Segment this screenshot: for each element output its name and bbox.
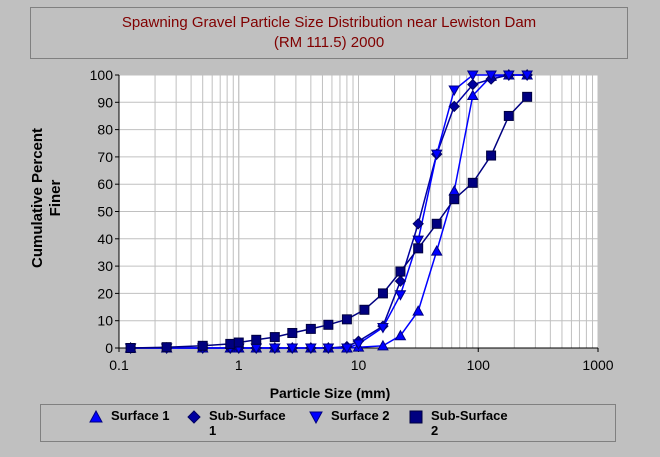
legend-label-sub-surface-1-line-1: Sub-Surface <box>209 408 286 423</box>
sub-surface-2-point <box>287 327 298 338</box>
y-tick-label: 70 <box>97 149 113 165</box>
sub-surface-2-point <box>377 288 388 299</box>
x-tick-label: 100 <box>467 357 491 373</box>
surface-2-point <box>521 70 533 82</box>
sub-surface-2-point <box>305 323 316 334</box>
sub-surface-1-point <box>448 100 460 113</box>
diamond-icon <box>187 410 201 424</box>
surface-2-point <box>394 290 407 301</box>
sub-surface-2-point <box>522 91 533 102</box>
sub-surface-2-point <box>395 266 406 277</box>
triangle-up-icon <box>89 410 103 423</box>
surface-1-point <box>394 329 407 341</box>
y-axis-label-line-1: Cumulative Percent <box>29 128 46 268</box>
legend-label-sub-surface-2-line-2: 2 <box>431 423 439 438</box>
sub-surface-1-point <box>394 275 407 287</box>
x-tick-label: 1000 <box>582 357 613 373</box>
surface-1-point <box>412 305 425 316</box>
surface-2-point <box>412 235 425 247</box>
surface-2-point <box>430 149 443 161</box>
sub-surface-2-point <box>503 110 514 121</box>
y-tick-label: 50 <box>97 204 113 220</box>
legend: Surface 1 Sub-Surface 1 Surface 2 Sub-Su… <box>40 404 616 442</box>
chart-title-line-1: Spawning Gravel Particle Size Distributi… <box>121 14 537 31</box>
legend-label-surface-2: Surface 2 <box>331 408 390 423</box>
y-tick-label: 90 <box>97 94 113 110</box>
x-tick-label: 10 <box>351 357 367 373</box>
surface-2-point <box>341 343 353 355</box>
surface-1-point <box>430 245 443 256</box>
y-axis-label-line-2: Finer <box>47 180 64 217</box>
y-tick-label: 10 <box>97 313 113 329</box>
y-axis-label-wrap: Cumulative Percent Finer <box>0 98 80 298</box>
y-tick-label: 100 <box>90 67 114 83</box>
surface-2-point <box>304 343 317 355</box>
y-tick-label: 40 <box>97 231 113 247</box>
sub-surface-1-point <box>412 218 424 230</box>
surface-2-point <box>268 343 281 355</box>
x-tick-label: 1 <box>235 357 243 373</box>
x-axis-label: Particle Size (mm) <box>269 385 391 401</box>
legend-label-sub-surface-2-line-1: Sub-Surface <box>431 408 508 423</box>
y-tick-label: 0 <box>105 340 113 356</box>
sub-surface-2-point <box>323 319 334 330</box>
sub-surface-2-point <box>486 150 497 161</box>
y-tick-label: 20 <box>97 285 113 301</box>
legend-label-surface-1: Surface 1 <box>111 408 170 423</box>
sub-surface-2-point <box>341 314 352 325</box>
surface-2-point <box>485 70 497 82</box>
chart-plot: 0 10 20 30 40 50 60 70 80 90 100 0.1 1 10 100 1000 <box>90 67 614 373</box>
chart-title-line-2: (RM 111.5) 2000 <box>273 34 385 51</box>
surface-2-point <box>448 85 461 97</box>
sub-surface-2-point <box>233 337 244 348</box>
sub-surface-2-point <box>413 243 424 254</box>
y-tick-label: 60 <box>97 176 113 192</box>
sub-surface-2-point <box>251 334 262 345</box>
legend-label-sub-surface-1-line-2: 1 <box>209 423 217 438</box>
surface-2-point <box>377 323 389 334</box>
surface-2-point <box>502 70 515 82</box>
x-tick-label: 0.1 <box>109 357 129 373</box>
sub-surface-2-point <box>225 338 236 349</box>
surface-2-point <box>466 70 479 82</box>
sub-surface-2-point <box>161 342 172 353</box>
y-tick-label: 30 <box>97 258 113 274</box>
sub-surface-2-point <box>269 332 280 343</box>
surface-2-point <box>352 339 365 350</box>
triangle-down-icon <box>309 411 323 424</box>
sub-surface-2-point <box>197 340 208 351</box>
surface-1-point <box>377 339 389 351</box>
square-icon <box>409 410 423 424</box>
chart-title-box: Spawning Gravel Particle Size Distributi… <box>30 7 628 59</box>
sub-surface-2-point <box>449 194 460 205</box>
surface-1-point <box>466 89 479 100</box>
sub-surface-2-point <box>359 304 370 315</box>
surface-2-point <box>322 343 335 355</box>
sub-surface-2-point <box>431 218 442 229</box>
sub-surface-2-point <box>467 177 478 188</box>
surface-2-point <box>286 343 299 355</box>
sub-surface-2-point <box>125 343 136 353</box>
y-tick-label: 80 <box>97 122 113 138</box>
sub-surface-1-point <box>467 78 479 91</box>
